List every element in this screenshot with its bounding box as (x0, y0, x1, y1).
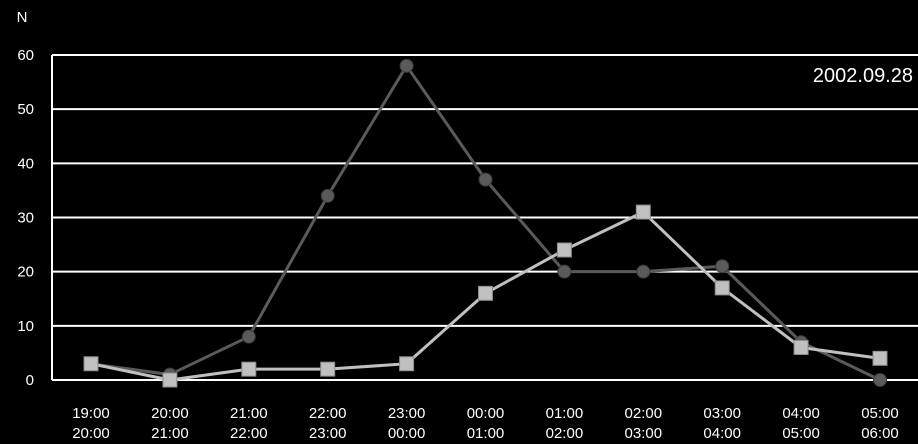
data-point-square (872, 350, 888, 366)
x-tick-label: 03:00 (703, 405, 741, 422)
y-tick-label: 30 (17, 210, 34, 227)
x-tick-label: 00:00 (388, 425, 426, 442)
x-tick-label: 23:00 (309, 425, 347, 442)
x-tick-label: 23:00 (388, 405, 426, 422)
data-point-square (635, 204, 651, 220)
data-point-square (399, 356, 415, 372)
y-tick-label: 50 (17, 101, 34, 118)
data-point-circle (636, 264, 651, 279)
data-point-circle (557, 264, 572, 279)
x-tick-label: 21:00 (230, 405, 268, 422)
x-tick-label: 04:00 (703, 425, 741, 442)
x-tick-label: 06:00 (861, 425, 899, 442)
x-tick-label: 22:00 (230, 425, 268, 442)
data-point-circle (873, 373, 887, 387)
data-point-square (478, 285, 493, 301)
y-tick-label: 60 (17, 47, 34, 64)
x-tick-label: 04:00 (782, 405, 820, 422)
x-tick-label: 05:00 (782, 425, 820, 442)
date-annotation: 2002.09.28 (813, 65, 913, 87)
data-point-square (83, 356, 99, 372)
y-axis-label: N (17, 9, 28, 26)
data-point-square (162, 372, 178, 388)
data-point-square (241, 361, 257, 377)
x-tick-label: 00:00 (467, 405, 505, 422)
y-tick-label: 20 (17, 264, 34, 281)
data-point-circle (478, 172, 493, 187)
data-point-square (714, 280, 730, 296)
x-tick-label: 02:00 (546, 425, 584, 442)
x-tick-label: 19:00 (72, 405, 110, 422)
x-tick-label: 05:00 (861, 405, 899, 422)
data-point-square (793, 340, 809, 355)
y-tick-label: 10 (17, 318, 34, 335)
data-point-circle (399, 58, 414, 73)
x-tick-label: 03:00 (625, 425, 663, 442)
y-tick-label: 40 (17, 155, 34, 172)
data-point-circle (320, 188, 335, 203)
x-tick-label: 21:00 (151, 425, 189, 442)
x-tick-label: 01:00 (546, 405, 584, 422)
data-point-square (320, 361, 336, 377)
data-point-circle (241, 329, 256, 344)
y-tick-label: 0 (26, 372, 34, 389)
x-tick-label: 20:00 (72, 425, 110, 442)
x-tick-label: 02:00 (625, 405, 663, 422)
series-line-circle (90, 64, 881, 382)
x-tick-label: 22:00 (309, 405, 347, 422)
data-point-square (556, 242, 572, 258)
x-tick-label: 20:00 (151, 405, 189, 422)
x-tick-label: 01:00 (467, 425, 505, 442)
data-point-circle (715, 259, 730, 274)
